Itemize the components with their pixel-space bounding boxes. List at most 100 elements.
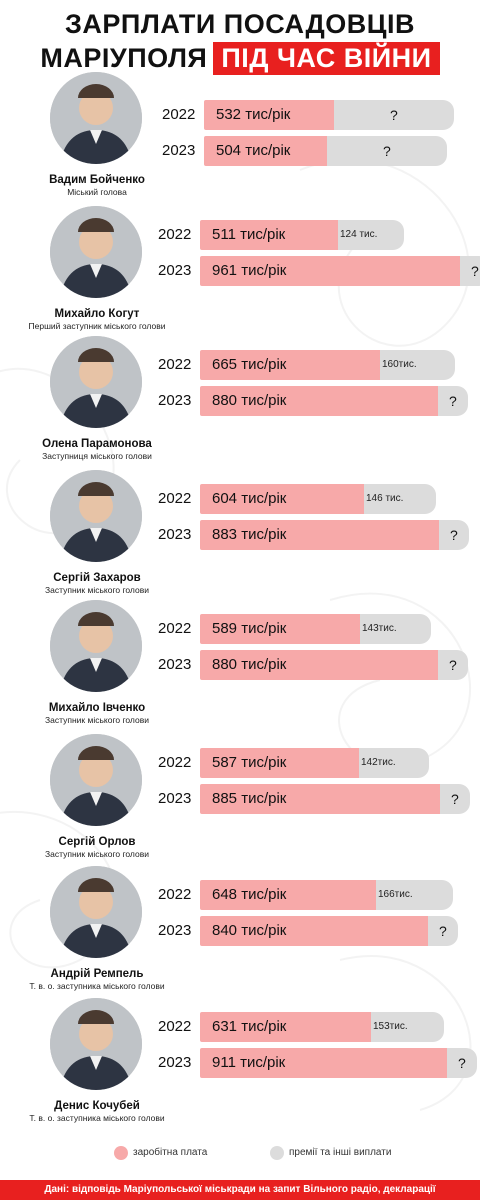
title-city: МАРІУПОЛЯ (40, 43, 208, 73)
person-row: Олена Парамонова Заступниця міського голо… (0, 336, 480, 466)
person-name: Сергій Орлов (58, 836, 136, 848)
person-name: Михайло Когут (54, 308, 140, 320)
year-label: 2022 (158, 1018, 192, 1035)
bar-salary (200, 220, 338, 250)
person-role: Міський голова (67, 187, 127, 197)
year-label: 2022 (158, 754, 192, 771)
year-label: 2023 (158, 1054, 192, 1071)
bonus-value-label: 124 тис. (340, 229, 378, 240)
person-name: Сергій Захаров (53, 572, 141, 584)
bar-salary (200, 1048, 447, 1078)
bonus-unknown-label: ? (390, 107, 398, 123)
bonus-unknown-label: ? (451, 791, 459, 807)
bar-salary (200, 350, 380, 380)
avatar (50, 600, 142, 692)
bar-salary (200, 386, 438, 416)
salary-value-label: 604 тис/рік (212, 490, 287, 507)
salary-value-label: 911 тис/рік (212, 1054, 286, 1071)
bar-salary (200, 784, 440, 814)
salary-value-label: 840 тис/рік (212, 922, 287, 939)
salary-value-label: 665 тис/рік (212, 356, 287, 373)
salary-value-label: 631 тис/рік (212, 1018, 287, 1035)
bar-salary (200, 256, 460, 286)
avatar (50, 866, 142, 958)
bonus-value-label: 142тис. (361, 757, 396, 768)
year-label: 2023 (158, 656, 192, 673)
person-role: Заступник міського голови (45, 849, 149, 859)
year-label: 2022 (158, 886, 192, 903)
bonus-unknown-label: ? (449, 393, 457, 409)
year-label: 2022 (158, 490, 192, 507)
person-role: Перший заступник міського голови (28, 321, 166, 331)
person-row: Андрій Ремпель Т. в. о. заступника місько… (0, 866, 480, 996)
bonus-value-label: 166тис. (378, 889, 413, 900)
bar-salary (200, 614, 360, 644)
person-row: Михайло Когут Перший заступник міського г… (0, 206, 480, 336)
title-line-2: МАРІУПОЛЯ ПІД ЧАС ВІЙНИ (0, 42, 480, 75)
bonus-unknown-label: ? (450, 527, 458, 543)
year-label: 2022 (158, 620, 192, 637)
year-label: 2022 (158, 226, 192, 243)
bar-salary (200, 1012, 371, 1042)
person-role: Т. в. о. заступника міського голови (29, 1113, 165, 1123)
salary-value-label: 883 тис/рік (212, 526, 287, 543)
year-label: 2022 (162, 106, 196, 123)
bonus-value-label: 160тис. (382, 359, 417, 370)
salary-value-label: 648 тис/рік (212, 886, 287, 903)
salary-value-label: 587 тис/рік (212, 754, 287, 771)
year-label: 2023 (158, 922, 192, 939)
bar-salary (200, 484, 364, 514)
bonus-unknown-label: ? (383, 143, 391, 159)
person-role: Заступниця міського голови (42, 451, 152, 461)
legend-bonus-swatch (270, 1146, 284, 1160)
title-accent-badge: ПІД ЧАС ВІЙНИ (213, 42, 440, 75)
year-label: 2023 (158, 262, 192, 279)
person-row: Сергій Орлов Заступник міського голови 202… (0, 734, 480, 864)
person-role: Т. в. о. заступника міського голови (29, 981, 165, 991)
avatar (50, 470, 142, 562)
header: ЗАРПЛАТИ ПОСАДОВЦІВ МАРІУПОЛЯ ПІД ЧАС ВІЙ… (0, 8, 480, 75)
bonus-value-label: 143тис. (362, 623, 397, 634)
avatar (50, 72, 142, 164)
salary-value-label: 885 тис/рік (212, 790, 287, 807)
person-row: Михайло Івченко Заступник міського голови… (0, 600, 480, 730)
avatar (50, 734, 142, 826)
bonus-unknown-label: ? (439, 923, 447, 939)
salary-value-label: 504 тис/рік (216, 142, 291, 159)
bonus-value-label: 153тис. (373, 1021, 408, 1032)
footer-source: Дані: відповідь Маріупольської міськради… (0, 1180, 480, 1200)
person-row: Вадим Бойченко Міський голова 2022 532 тис/… (0, 72, 480, 202)
person-name: Денис Кочубей (54, 1100, 140, 1112)
salary-value-label: 880 тис/рік (212, 392, 287, 409)
bar-salary (200, 748, 359, 778)
person-name: Андрій Ремпель (50, 968, 144, 980)
bonus-unknown-label: ? (449, 657, 457, 673)
salary-value-label: 880 тис/рік (212, 656, 287, 673)
legend: заробітна плата премії та інші виплати (0, 1143, 480, 1163)
title-line-1: ЗАРПЛАТИ ПОСАДОВЦІВ (64, 9, 416, 39)
bar-salary (200, 650, 438, 680)
legend-salary-swatch (114, 1146, 128, 1160)
year-label: 2023 (162, 142, 196, 159)
bar-salary (200, 880, 376, 910)
bonus-unknown-label: ? (471, 263, 479, 279)
bar-salary (204, 136, 327, 166)
avatar (50, 206, 142, 298)
salary-value-label: 511 тис/рік (212, 226, 286, 243)
avatar (50, 336, 142, 428)
bar-salary (200, 916, 428, 946)
year-label: 2023 (158, 790, 192, 807)
person-row: Сергій Захаров Заступник міського голови 2… (0, 470, 480, 600)
salary-value-label: 589 тис/рік (212, 620, 287, 637)
year-label: 2023 (158, 392, 192, 409)
bar-salary (200, 520, 439, 550)
person-role: Заступник міського голови (45, 715, 149, 725)
legend-bonus-label: премії та інші виплати (289, 1147, 392, 1158)
person-role: Заступник міського голови (45, 585, 149, 595)
salary-value-label: 961 тис/рік (212, 262, 287, 279)
year-label: 2022 (158, 356, 192, 373)
legend-salary-label: заробітна плата (133, 1147, 208, 1158)
person-row: Денис Кочубей Т. в. о. заступника міськог… (0, 998, 480, 1128)
person-name: Вадим Бойченко (49, 174, 145, 186)
person-name: Олена Парамонова (42, 438, 152, 450)
